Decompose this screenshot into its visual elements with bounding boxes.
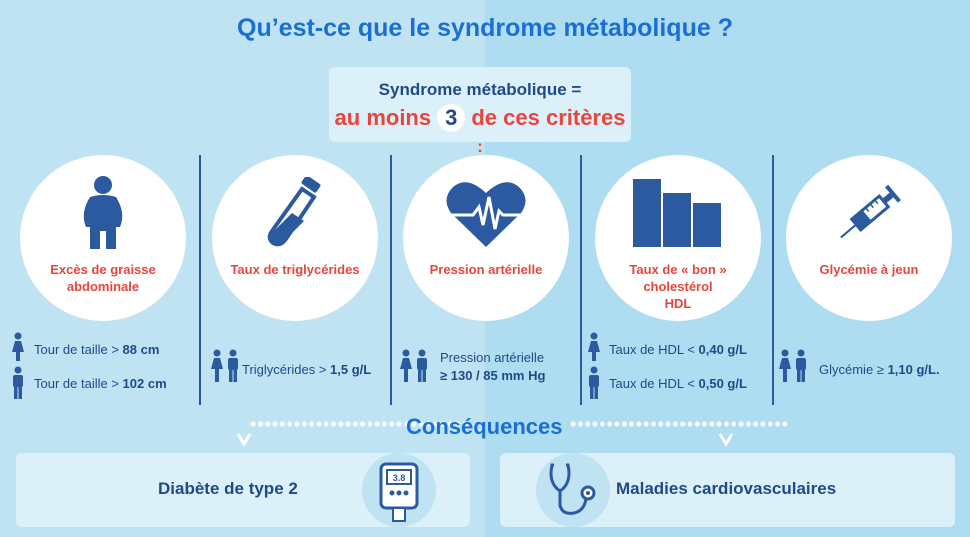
criterion-circle-triglycerides: Taux de triglycérides bbox=[212, 155, 378, 321]
criterion-circle-hdl: Taux de « bon » cholestérol HDL bbox=[595, 155, 761, 321]
criterion-rule: Taux de HDL < 0,40 g/L bbox=[609, 342, 747, 357]
woman-icon bbox=[588, 332, 600, 361]
criterion-label: Taux de « bon » cholestérol HDL bbox=[595, 261, 761, 312]
man-icon bbox=[589, 366, 599, 399]
criterion-rule: Tour de taille > 102 cm bbox=[34, 376, 167, 391]
column-divider bbox=[580, 155, 582, 405]
consequence-text: Diabète de type 2 bbox=[158, 479, 298, 498]
obese-person-icon bbox=[83, 176, 123, 249]
criterion-circle-glycemia: Glycémie à jeun bbox=[786, 155, 952, 321]
criterion-rule: Glycémie ≥ 1,10 g/L. bbox=[819, 362, 940, 377]
glucose-meter-icon: 3.8 bbox=[379, 462, 419, 522]
criterion-rule: Triglycérides > 1,5 g/L bbox=[242, 362, 372, 377]
dotted-connector-left: •••••••••••••••••••••••••••••• bbox=[250, 414, 470, 434]
couple-icon bbox=[779, 349, 806, 382]
page-title: Qu’est-ce que le syndrome métabolique ? bbox=[237, 14, 733, 42]
consequence-box-diabetes: Diabète de type 2 3.8 bbox=[16, 453, 470, 527]
test-tube-icon bbox=[267, 177, 321, 247]
column-divider bbox=[199, 155, 201, 405]
consequences-title: Conséquences bbox=[406, 414, 563, 439]
consequence-box-cardio: Maladies cardiovasculaires bbox=[500, 453, 955, 527]
arrow-down-right-icon bbox=[718, 433, 734, 447]
criterion-rule: Tour de taille > 88 cm bbox=[34, 342, 160, 357]
banner-number: 3 bbox=[437, 104, 466, 132]
woman-icon bbox=[12, 332, 24, 361]
bar-chart-icon bbox=[633, 179, 721, 247]
criterion-label-line3: HDL bbox=[664, 296, 692, 311]
column-divider bbox=[390, 155, 392, 405]
criterion-label: Pression artérielle bbox=[429, 262, 543, 277]
heart-pulse-icon bbox=[445, 182, 527, 247]
consequence-text: Maladies cardiovasculaires bbox=[616, 479, 837, 498]
banner-line2: au moins 3 de ces critères : bbox=[329, 104, 631, 158]
dotted-connector-right: •••••••••••••••••••••••••••••• bbox=[570, 414, 790, 434]
couple-icon bbox=[211, 349, 238, 382]
syringe-icon bbox=[840, 184, 901, 239]
definition-banner: Syndrome métabolique = au moins 3 de ces… bbox=[329, 67, 631, 156]
stethoscope-icon bbox=[549, 463, 596, 515]
banner-line1: Syndrome métabolique = bbox=[378, 80, 582, 99]
criterion-circle-abdominal-fat: Excès de graisse abdominale bbox=[20, 155, 186, 321]
banner-colon: : bbox=[477, 137, 483, 156]
criterion-label: Taux de triglycérides bbox=[230, 262, 360, 277]
man-icon bbox=[13, 366, 23, 399]
glucose-meter-icon-circle: 3.8 bbox=[362, 453, 436, 527]
arrow-down-left-icon bbox=[236, 433, 252, 447]
criterion-label: Excès de graisse abdominale bbox=[50, 262, 156, 294]
stethoscope-icon-circle bbox=[536, 453, 610, 527]
criterion-label-line1: Taux de « bon » bbox=[629, 262, 727, 277]
column-divider bbox=[772, 155, 774, 405]
criterion-label: Glycémie à jeun bbox=[819, 262, 919, 277]
criterion-rule: Pression artérielle ≥ 130 / 85 mm Hg bbox=[440, 350, 546, 383]
criterion-label-line2: cholestérol bbox=[643, 279, 713, 294]
criterion-circle-blood-pressure: Pression artérielle bbox=[403, 155, 569, 321]
banner-prefix: au moins bbox=[334, 105, 432, 130]
couple-icon bbox=[400, 349, 427, 382]
banner-suffix: de ces critères bbox=[471, 105, 626, 130]
meter-reading: 3.8 bbox=[393, 473, 406, 483]
criterion-rule: Taux de HDL < 0,50 g/L bbox=[609, 376, 747, 391]
